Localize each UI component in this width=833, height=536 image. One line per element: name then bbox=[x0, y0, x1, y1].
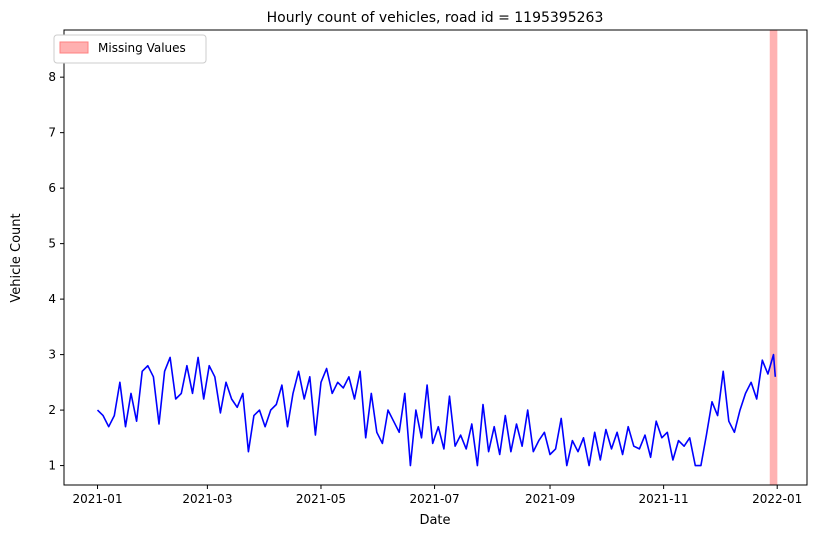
x-tick-label: 2021-07 bbox=[409, 492, 459, 506]
y-tick-label: 3 bbox=[48, 348, 56, 362]
chart-title: Hourly count of vehicles, road id = 1195… bbox=[267, 10, 604, 26]
y-tick-label: 7 bbox=[48, 126, 56, 140]
x-tick-label: 2021-01 bbox=[72, 492, 122, 506]
x-tick-label: 2021-03 bbox=[182, 492, 232, 506]
x-axis: 2021-01 2021-03 2021-05 2021-07 2021-09 2021-… bbox=[72, 485, 802, 506]
x-tick-label: 2021-09 bbox=[525, 492, 575, 506]
y-axis-label: Vehicle Count bbox=[9, 213, 24, 302]
x-tick-label: 2022-01 bbox=[752, 492, 802, 506]
y-tick-label: 5 bbox=[48, 237, 56, 251]
y-tick-label: 8 bbox=[48, 70, 56, 84]
series-line-0 bbox=[96, 353, 777, 467]
y-axis: 1 2 3 4 5 6 7 8 bbox=[48, 70, 64, 473]
legend-box bbox=[53, 34, 207, 64]
missing-band-layer bbox=[769, 30, 778, 485]
x-tick-label: 2021-11 bbox=[639, 492, 689, 506]
y-tick-label: 4 bbox=[48, 292, 56, 306]
y-tick-label: 2 bbox=[48, 403, 56, 417]
missing-values-band bbox=[769, 30, 778, 485]
series-layer bbox=[96, 353, 777, 467]
legend: Missing Values bbox=[53, 34, 207, 64]
y-tick-label: 6 bbox=[48, 181, 56, 195]
plot-frame bbox=[63, 29, 808, 486]
y-tick-label: 1 bbox=[48, 459, 56, 473]
legend-label: Missing Values bbox=[98, 41, 186, 55]
legend-swatch bbox=[59, 41, 89, 54]
x-axis-label: Date bbox=[419, 513, 450, 528]
x-tick-label: 2021-05 bbox=[296, 492, 346, 506]
